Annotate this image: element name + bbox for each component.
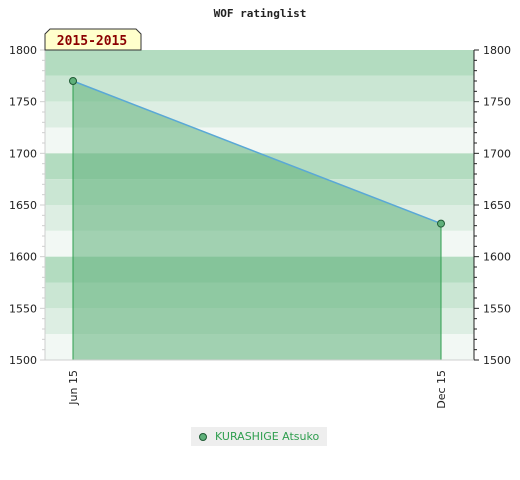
legend: KURASHIGE Atsuko — [191, 427, 328, 446]
legend-label: KURASHIGE Atsuko — [215, 430, 320, 443]
y-tick-label-left: 1600 — [9, 251, 37, 264]
y-tick-label-left: 1800 — [9, 44, 37, 57]
y-tick-label-right: 1650 — [483, 199, 511, 212]
data-points — [69, 77, 445, 228]
y-axis-right: 1500 1550 1600 1650 1700 1750 1800 — [473, 44, 511, 367]
chart-title: WOF ratinglist — [214, 7, 307, 20]
y-tick-label-right: 1500 — [483, 354, 511, 367]
y-tick-label-left: 1500 — [9, 354, 37, 367]
y-tick-label-left: 1550 — [9, 302, 37, 315]
y-tick-label-right: 1750 — [483, 96, 511, 109]
period-badge: 2015-2015 — [44, 28, 142, 51]
legend-marker — [199, 432, 207, 441]
period-badge-label: 2015-2015 — [57, 34, 127, 49]
y-tick-label-left: 1700 — [9, 147, 37, 160]
data-point — [69, 77, 77, 85]
y-tick-label-right: 1600 — [483, 251, 511, 264]
grid-band — [45, 50, 474, 76]
x-axis: Jun 15 Dec 15 — [45, 359, 474, 409]
series-area — [72, 80, 442, 360]
y-tick-label-left: 1750 — [9, 96, 37, 109]
y-tick-label-right: 1550 — [483, 302, 511, 315]
x-tick-label: Dec 15 — [435, 370, 448, 409]
data-point — [437, 219, 445, 228]
x-tick-label: Jun 15 — [67, 370, 80, 406]
y-tick-label-left: 1650 — [9, 199, 37, 212]
y-axis-left: 1500 1550 1600 1650 1700 1750 1800 — [9, 44, 46, 367]
series-line — [72, 80, 442, 225]
series-area-fill — [73, 81, 441, 360]
y-tick-label-right: 1700 — [483, 147, 511, 160]
y-tick-label-right: 1800 — [483, 44, 511, 57]
